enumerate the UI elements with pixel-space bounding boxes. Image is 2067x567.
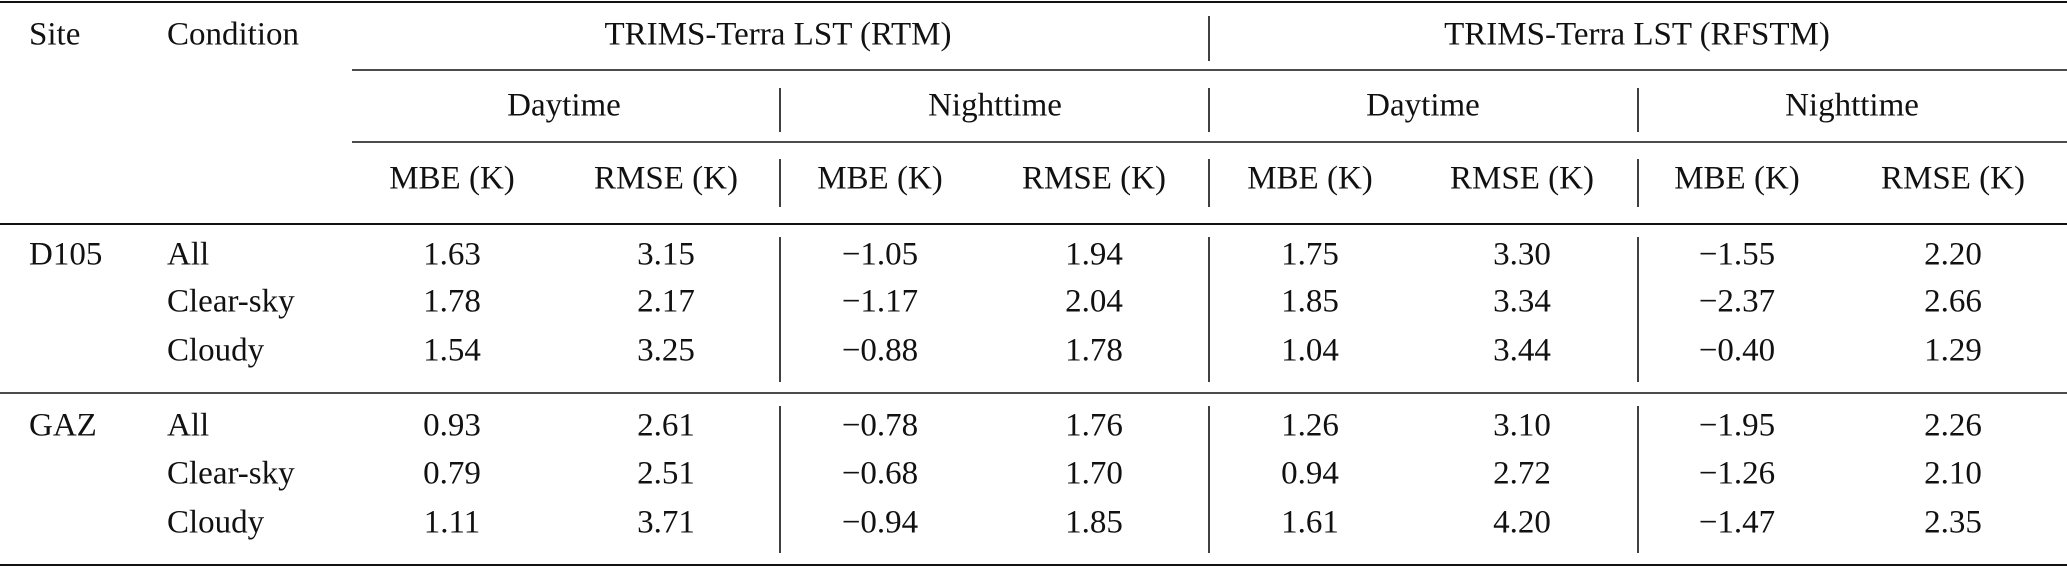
cell-value: 2.35 — [1924, 505, 1982, 541]
cell-value: 2.51 — [637, 456, 695, 492]
period-header: Nighttime — [928, 88, 1062, 124]
cell-value: −1.47 — [1699, 505, 1775, 541]
metric-header: RMSE (K) — [1881, 161, 2025, 197]
cell-value: −1.55 — [1699, 237, 1775, 273]
cell-value: 1.29 — [1924, 333, 1982, 369]
cell-value: −2.37 — [1699, 284, 1775, 320]
cell-value: 2.04 — [1065, 284, 1123, 320]
condition-label: Cloudy — [167, 505, 265, 541]
metric-header: MBE (K) — [1247, 161, 1373, 197]
condition-label: Cloudy — [167, 333, 265, 369]
cell-value: 1.78 — [423, 284, 481, 320]
cell-value: 1.75 — [1281, 237, 1339, 273]
cell-value: 0.93 — [423, 408, 481, 444]
condition-label: Clear-sky — [167, 456, 295, 492]
cell-value: 1.76 — [1065, 408, 1123, 444]
cell-value: 1.04 — [1281, 333, 1339, 369]
cell-value: 1.85 — [1281, 284, 1339, 320]
cell-value: −0.68 — [842, 456, 918, 492]
cell-value: 3.30 — [1493, 237, 1551, 273]
cell-value: 3.44 — [1493, 333, 1551, 369]
cell-value: 2.61 — [637, 408, 695, 444]
cell-value: 0.79 — [423, 456, 481, 492]
header-condition: Condition — [167, 17, 299, 53]
cell-value: 1.85 — [1065, 505, 1123, 541]
cell-value: 1.94 — [1065, 237, 1123, 273]
cell-value: 2.20 — [1924, 237, 1982, 273]
group-header: TRIMS-Terra LST (RFSTM) — [1444, 17, 1830, 53]
cell-value: 3.71 — [637, 505, 695, 541]
cell-value: −1.26 — [1699, 456, 1775, 492]
cell-value: −0.78 — [842, 408, 918, 444]
cell-value: −0.94 — [842, 505, 918, 541]
cell-value: 0.94 — [1281, 456, 1339, 492]
cell-value: −1.05 — [842, 237, 918, 273]
cell-value: 3.25 — [637, 333, 695, 369]
cell-value: 2.26 — [1924, 408, 1982, 444]
period-header: Daytime — [507, 88, 621, 124]
cell-value: 1.78 — [1065, 333, 1123, 369]
condition-label: All — [167, 408, 209, 444]
site-label: D105 — [29, 237, 102, 273]
cell-value: 2.72 — [1493, 456, 1551, 492]
cell-value: 2.66 — [1924, 284, 1982, 320]
cell-value: 1.26 — [1281, 408, 1339, 444]
cell-value: 3.34 — [1493, 284, 1551, 320]
group-header: TRIMS-Terra LST (RTM) — [604, 17, 951, 53]
cell-value: −1.95 — [1699, 408, 1775, 444]
cell-value: −0.40 — [1699, 333, 1775, 369]
metric-header: RMSE (K) — [1022, 161, 1166, 197]
cell-value: 4.20 — [1493, 505, 1551, 541]
cell-value: 2.10 — [1924, 456, 1982, 492]
cell-value: 3.10 — [1493, 408, 1551, 444]
cell-value: 1.54 — [423, 333, 481, 369]
metric-header: MBE (K) — [1674, 161, 1800, 197]
metric-header: MBE (K) — [389, 161, 515, 197]
cell-value: 1.61 — [1281, 505, 1339, 541]
cell-value: 2.17 — [637, 284, 695, 320]
cell-value: 1.70 — [1065, 456, 1123, 492]
cell-value: −1.17 — [842, 284, 918, 320]
metric-header: RMSE (K) — [594, 161, 738, 197]
cell-value: 3.15 — [637, 237, 695, 273]
cell-value: 1.63 — [423, 237, 481, 273]
period-header: Nighttime — [1785, 88, 1919, 124]
condition-label: All — [167, 237, 209, 273]
metric-header: MBE (K) — [817, 161, 943, 197]
condition-label: Clear-sky — [167, 284, 295, 320]
header-site: Site — [29, 17, 80, 53]
cell-value: −0.88 — [842, 333, 918, 369]
period-header: Daytime — [1366, 88, 1480, 124]
site-label: GAZ — [29, 408, 97, 444]
metric-header: RMSE (K) — [1450, 161, 1594, 197]
cell-value: 1.11 — [424, 505, 481, 541]
